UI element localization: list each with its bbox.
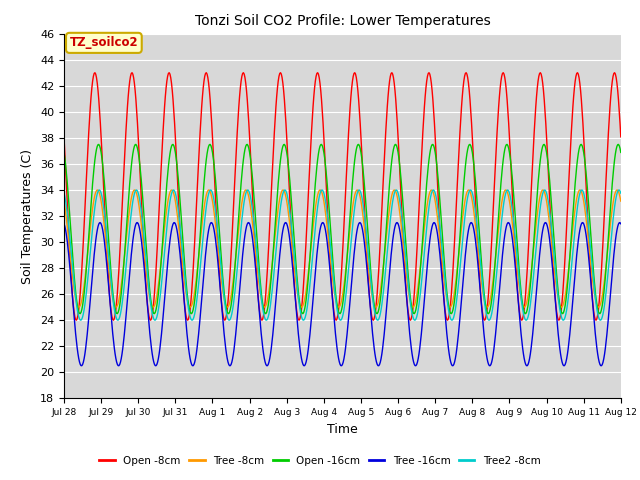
Tree -16cm (182, 323, 190, 328)
Tree2 -8cm (617, 190, 625, 196)
Tree -8cm (445, 302, 452, 308)
Open -16cm (617, 150, 625, 156)
Open -8cm (60, 134, 68, 140)
Tree -16cm (444, 338, 451, 344)
Text: TZ_soilco2: TZ_soilco2 (70, 36, 138, 49)
Open -16cm (568, 233, 575, 239)
Open -16cm (389, 151, 397, 156)
Legend: Open -8cm, Tree -8cm, Open -16cm, Tree -16cm, Tree2 -8cm: Open -8cm, Tree -8cm, Open -16cm, Tree -… (95, 452, 545, 470)
Tree2 -8cm (60, 190, 68, 196)
Tree -8cm (75, 304, 83, 310)
Line: Tree -16cm: Tree -16cm (64, 223, 621, 366)
Tree -8cm (335, 304, 343, 310)
Open -16cm (444, 296, 451, 301)
Tree2 -8cm (206, 187, 214, 193)
Open -16cm (76, 311, 84, 316)
Tree -8cm (208, 194, 216, 200)
Open -8cm (72, 317, 80, 323)
Tree -16cm (334, 350, 342, 356)
Open -16cm (503, 142, 511, 147)
Tree2 -8cm (568, 266, 575, 272)
Line: Tree2 -8cm: Tree2 -8cm (64, 190, 621, 320)
Open -8cm (208, 120, 216, 126)
Tree -8cm (60, 198, 68, 204)
Tree -16cm (617, 221, 625, 227)
Open -8cm (390, 75, 397, 81)
Line: Open -16cm: Open -16cm (64, 144, 621, 313)
Open -8cm (617, 134, 625, 140)
Open -8cm (184, 317, 191, 323)
Tree -16cm (468, 220, 476, 226)
Tree -8cm (390, 188, 397, 193)
Tree -8cm (568, 240, 575, 245)
Tree2 -8cm (486, 317, 493, 323)
Tree -16cm (206, 221, 214, 227)
Tree -16cm (60, 221, 68, 227)
Open -8cm (335, 300, 343, 305)
Open -16cm (60, 150, 68, 156)
Tree2 -8cm (182, 288, 190, 293)
Title: Tonzi Soil CO2 Profile: Lower Temperatures: Tonzi Soil CO2 Profile: Lower Temperatur… (195, 14, 490, 28)
Tree2 -8cm (334, 310, 342, 316)
Tree -8cm (617, 198, 625, 204)
Line: Tree -8cm: Tree -8cm (64, 190, 621, 307)
Tree2 -8cm (356, 187, 364, 193)
Open -8cm (445, 316, 452, 322)
Open -16cm (207, 143, 215, 149)
X-axis label: Time: Time (327, 423, 358, 436)
Open -16cm (183, 289, 191, 295)
Open -16cm (335, 309, 342, 315)
Tree -16cm (388, 244, 396, 250)
Tree -8cm (93, 187, 101, 193)
Line: Open -8cm: Open -8cm (64, 72, 621, 320)
Open -8cm (91, 70, 99, 75)
Open -8cm (568, 130, 575, 135)
Tree2 -8cm (444, 300, 451, 306)
Y-axis label: Soil Temperatures (C): Soil Temperatures (C) (22, 148, 35, 284)
Tree2 -8cm (389, 199, 397, 204)
Tree -16cm (568, 315, 575, 321)
Tree -16cm (412, 363, 420, 369)
Tree -8cm (184, 299, 191, 305)
